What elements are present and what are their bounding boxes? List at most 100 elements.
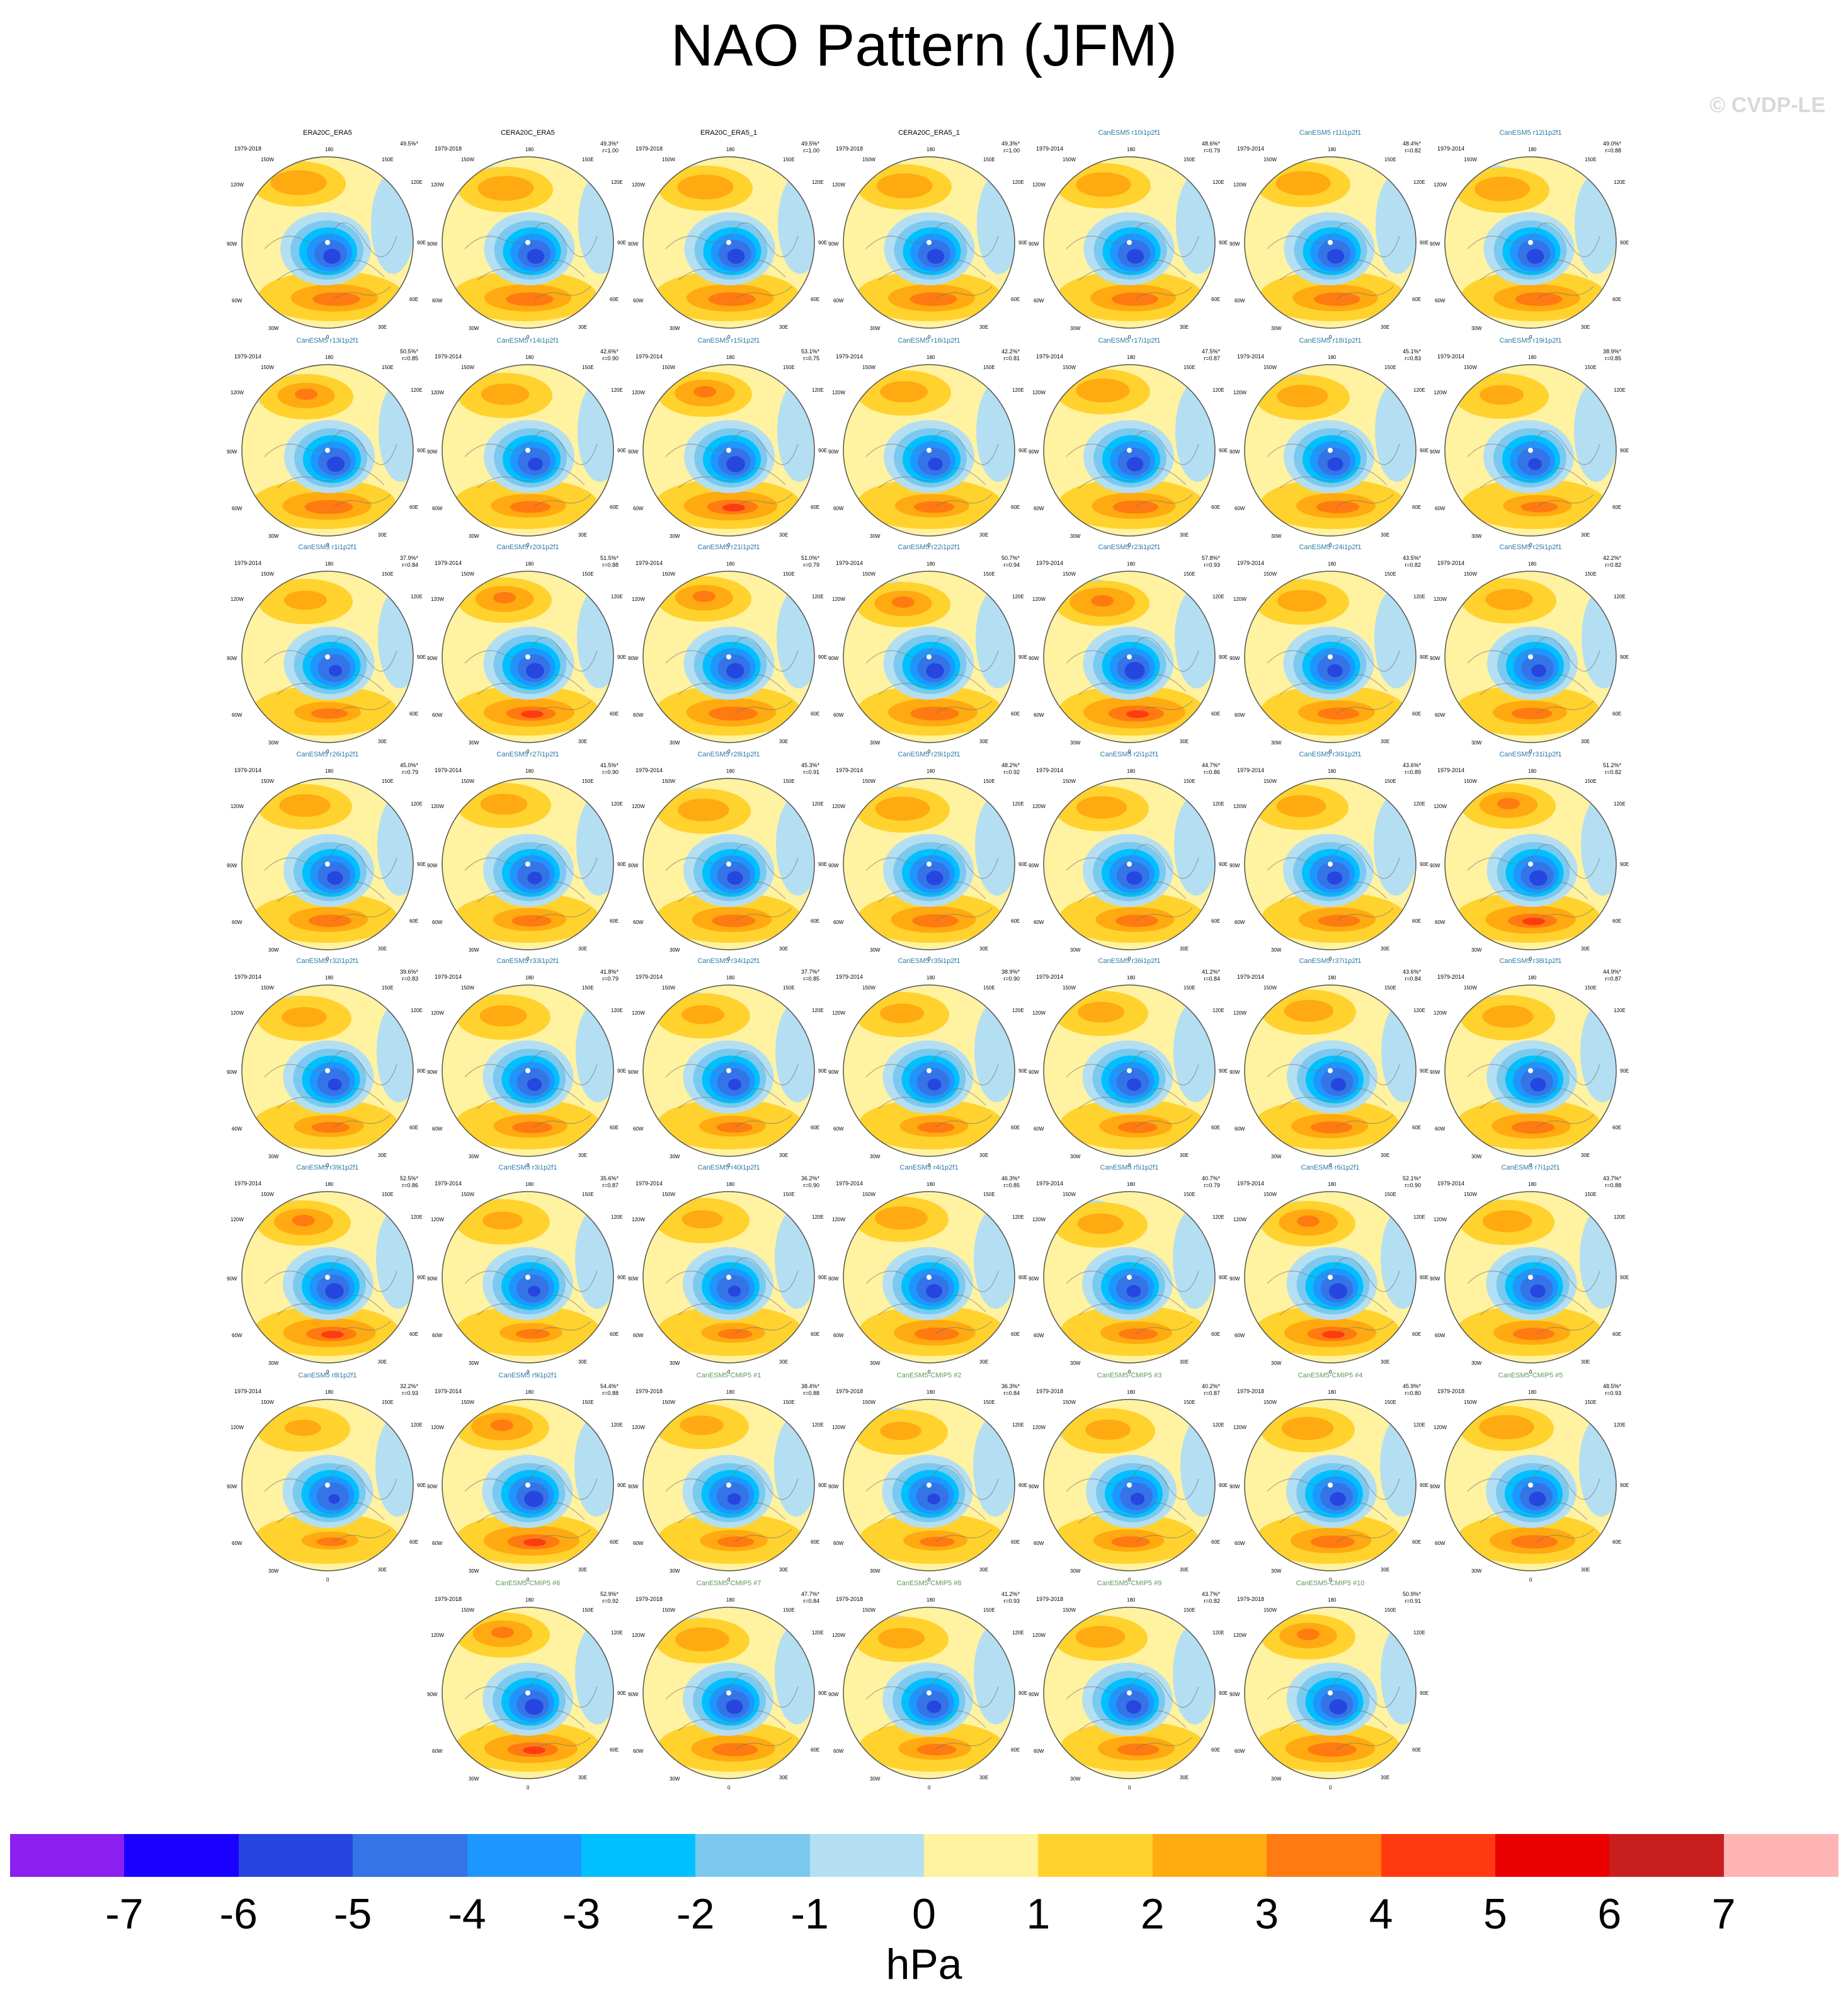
polar-map [1444, 364, 1617, 537]
panel-years: 1979-2014 [435, 767, 462, 773]
north-pole-marker [927, 448, 932, 453]
longitude-label: 30W [1471, 1154, 1482, 1159]
longitude-label: 30W [670, 1776, 680, 1782]
longitude-label: 180 [1528, 768, 1537, 774]
polar-map [241, 364, 414, 537]
longitude-label: 120W [1233, 1010, 1246, 1016]
longitude-label: 60W [633, 1541, 644, 1546]
longitude-label: 120W [1434, 1217, 1447, 1222]
north-pole-marker [726, 1275, 731, 1280]
north-pole-marker [525, 448, 530, 453]
map-outline [843, 778, 1015, 950]
longitude-label: 30W [870, 1360, 881, 1366]
longitude-label: 180 [726, 147, 735, 152]
longitude-label: 30W [1471, 1360, 1482, 1366]
panel-variance-explained: 48.4%* r=0.82 [1403, 140, 1421, 154]
longitude-label: 30W [469, 740, 479, 746]
longitude-label: 90E [417, 1275, 426, 1280]
longitude-label: 0 [727, 334, 731, 340]
longitude-label: 90W [1430, 1069, 1440, 1075]
coastline-0 [865, 1257, 999, 1292]
longitude-label: 120E [1614, 1422, 1626, 1428]
panel-pct: 40.7%* [1201, 1175, 1220, 1182]
polar-map [442, 1191, 614, 1364]
panel-pct: 50.9%* [1402, 1591, 1421, 1597]
map-outline [1244, 1607, 1417, 1779]
longitude-label: 90E [818, 1690, 828, 1696]
coastline-2 [734, 1736, 792, 1750]
panel-years: 1979-2014 [836, 353, 864, 360]
longitude-label: 30W [1271, 533, 1282, 539]
map-pacific-core [1076, 172, 1131, 197]
longitude-label: 180 [1127, 147, 1136, 152]
longitude-label: 120E [812, 801, 824, 807]
longitude-label: 90W [828, 1484, 839, 1490]
map-arctic-low-core [328, 664, 343, 677]
map-atlantic-peak [1322, 1331, 1345, 1338]
map-pacific-core [1485, 589, 1533, 610]
panel-title: CanESM5 r19i1p2f1 [1499, 337, 1562, 345]
panel-title: CanESM5 r20i1p2f1 [496, 544, 559, 551]
colorbar [10, 1834, 1839, 1877]
coastline-0 [1467, 637, 1600, 672]
polar-map [843, 1191, 1015, 1364]
coastline-1 [678, 259, 786, 281]
panel-years: 1979-2014 [435, 974, 462, 980]
coastline-1 [1279, 259, 1388, 281]
north-pole-marker [1328, 1068, 1333, 1073]
panel-years: 1979-2014 [1237, 1180, 1265, 1187]
coastline-0 [665, 1673, 799, 1708]
panel-variance-explained: 49.0%* r=0.88 [1603, 140, 1621, 154]
longitude-label: 60W [432, 1126, 443, 1132]
longitude-label: 150W [261, 1192, 274, 1197]
longitude-label: 180 [927, 355, 935, 360]
panel-title: CanESM5 r28i1p2f1 [697, 751, 760, 758]
map-pacific-peak [1091, 595, 1114, 607]
longitude-label: 30E [979, 1775, 989, 1780]
panel-correlation: r=0.87 [1204, 355, 1220, 362]
panel-title: CanESM5 r24i1p2f1 [1299, 544, 1362, 551]
longitude-label: 180 [726, 1389, 735, 1395]
map-panel: CanESM5-CMIP5 #8 1979-2018 41.2%* r=0.93 180… [828, 1580, 1027, 1791]
longitude-label: 150E [1384, 571, 1396, 577]
map-outline [642, 1399, 815, 1571]
longitude-label: 60W [232, 1333, 242, 1338]
map-arctic-low-core [1326, 249, 1345, 264]
longitude-label: 150E [582, 778, 594, 784]
polar-map [1444, 1191, 1617, 1364]
map-panel: CanESM5 r31i1p2f1 1979-2014 51.2%* r=0.82 18… [1430, 751, 1629, 962]
north-pole-marker [726, 1483, 731, 1488]
panel-correlation: r=0.83 [402, 976, 418, 982]
longitude-label: 90W [427, 656, 438, 661]
map-arctic-low-core [527, 1078, 542, 1091]
longitude-label: 180 [1528, 975, 1537, 981]
longitude-label: 150E [783, 1399, 795, 1405]
longitude-label: 90E [617, 240, 627, 246]
longitude-label: 60E [1412, 918, 1422, 924]
panel-correlation: r=0.85 [1003, 1182, 1020, 1188]
longitude-label: 150W [1464, 985, 1477, 991]
panel-pct: 38.9%* [1001, 969, 1020, 975]
map-pacific-core [675, 1627, 729, 1652]
coastline-1 [477, 674, 585, 695]
longitude-label: 150E [983, 985, 995, 991]
polar-map [1043, 984, 1216, 1157]
colorbar-tick-label: 1 [1026, 1890, 1051, 1938]
longitude-label: 150E [1184, 1607, 1195, 1613]
panel-title: CanESM5 r36i1p2f1 [1098, 957, 1161, 965]
north-pole-marker [1127, 654, 1132, 659]
longitude-label: 90E [1018, 862, 1028, 867]
longitude-label: 90E [1420, 1068, 1429, 1074]
map-pacific-core [285, 1420, 321, 1436]
longitude-label: 120E [1212, 1630, 1224, 1636]
map-pacific-core [680, 1415, 724, 1435]
longitude-label: 150E [1184, 1192, 1195, 1197]
longitude-label: 60W [1034, 298, 1044, 304]
map-pacific-core [1281, 1416, 1334, 1440]
longitude-label: 60W [633, 298, 644, 304]
longitude-label: 30E [1180, 532, 1189, 538]
longitude-label: 0 [1529, 1163, 1532, 1168]
longitude-label: 30E [779, 324, 789, 330]
longitude-label: 60E [409, 504, 419, 510]
panel-variance-explained: 52.9%* r=0.92 [600, 1591, 619, 1605]
